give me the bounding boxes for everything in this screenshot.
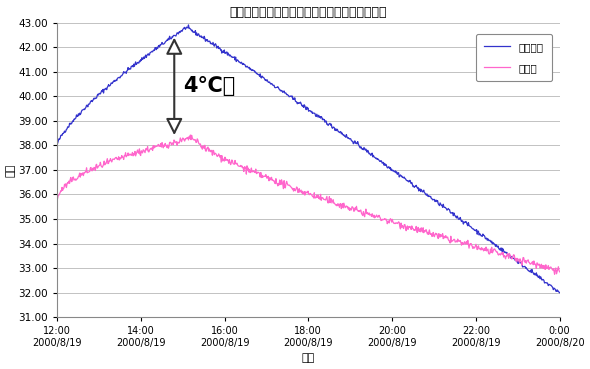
スラブ板: [346, 137, 353, 141]
Text: 4℃差: 4℃差: [183, 76, 235, 96]
スラブ板: [374, 156, 381, 161]
重ね瓦: [374, 215, 381, 220]
スラブ板: [359, 146, 366, 151]
スラブ板: [556, 290, 563, 295]
重ね瓦: [556, 270, 563, 274]
重ね瓦: [84, 170, 91, 175]
スラブ板: [435, 203, 442, 207]
スラブ板: [487, 239, 494, 243]
Y-axis label: 温度: 温度: [5, 163, 15, 176]
重ね瓦: [487, 247, 494, 251]
重ね瓦: [346, 208, 353, 213]
重ね瓦: [551, 272, 558, 276]
重ね瓦: [54, 198, 61, 203]
重ね瓦: [359, 213, 366, 218]
スラブ板: [185, 23, 192, 27]
Line: 重ね瓦: 重ね瓦: [57, 135, 560, 274]
重ね瓦: [187, 133, 194, 137]
重ね瓦: [435, 231, 442, 236]
Title: コンクリート屋根と瓦屋根との日中温度差比較: コンクリート屋根と瓦屋根との日中温度差比較: [230, 6, 387, 18]
X-axis label: 時間: 時間: [301, 354, 315, 363]
スラブ板: [84, 104, 91, 109]
Legend: スラブ板, 重ね瓦: スラブ板, 重ね瓦: [476, 34, 552, 81]
Line: スラブ板: スラブ板: [57, 25, 560, 293]
スラブ板: [54, 142, 61, 147]
